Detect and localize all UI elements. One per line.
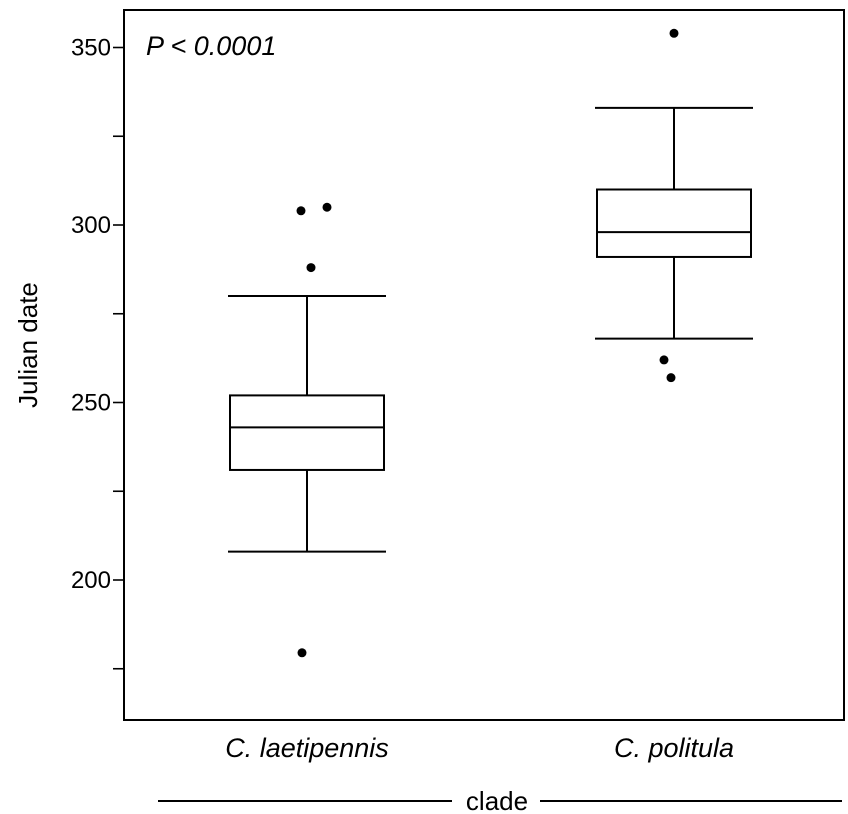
y-axis-title: Julian date	[13, 282, 43, 408]
box-series	[228, 28, 753, 658]
y-tick-label-250: 250	[71, 390, 111, 417]
outlier-point	[306, 263, 316, 273]
x-category-labels: C. laetipennis C. politula	[225, 733, 734, 763]
p-value-annotation: P < 0.0001	[146, 31, 276, 61]
y-tick-label-300: 300	[71, 212, 111, 239]
outlier-point	[296, 206, 306, 216]
outlier-point	[297, 648, 307, 658]
x-category-label-0: C. laetipennis	[225, 733, 389, 763]
outlier-point	[666, 373, 676, 383]
y-tick-label-350: 350	[71, 35, 111, 62]
x-category-label-1: C. politula	[614, 733, 734, 763]
outlier-point	[322, 202, 332, 212]
outlier-point	[669, 28, 679, 38]
box-group-1	[595, 28, 753, 383]
y-axis-ticks: 200 250 300 350	[71, 35, 124, 670]
x-axis-title: clade	[466, 786, 528, 814]
outlier-point	[659, 355, 669, 365]
plot-frame	[123, 9, 845, 721]
iqr-box	[596, 188, 752, 258]
box-group-0	[228, 202, 386, 658]
iqr-box	[229, 394, 385, 471]
y-tick-label-200: 200	[71, 567, 111, 594]
